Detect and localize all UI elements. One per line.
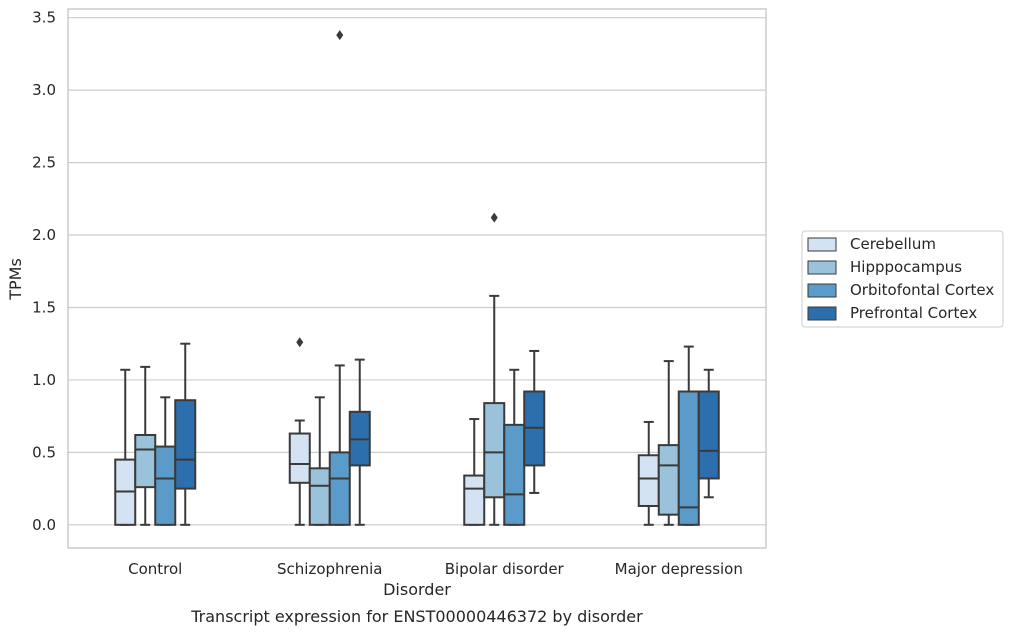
- box-orbitofontal-cortex: [503, 368, 526, 526]
- box-prefrontal-cortex: [174, 342, 197, 526]
- outlier-marker: [296, 337, 304, 348]
- box-iqr: [483, 402, 506, 499]
- y-axis-ticks: 0.0 0.5 1.0 1.5 2.0 2.5 3.0 3.5: [32, 9, 56, 534]
- x-tick-label: Schizophrenia: [277, 560, 382, 578]
- box-iqr: [463, 474, 486, 526]
- box-iqr: [677, 390, 700, 526]
- box-cerebellum: [114, 368, 137, 526]
- box-iqr: [328, 451, 351, 526]
- y-tick-label: 0.5: [32, 443, 56, 461]
- box-hipppocampus: [657, 360, 680, 526]
- legend-label: Cerebellum: [850, 235, 936, 253]
- box-hipppocampus: [134, 365, 157, 526]
- box-hipppocampus: [483, 212, 506, 526]
- x-tick-label: Major depression: [615, 560, 743, 578]
- box-cerebellum: [463, 418, 486, 526]
- legend-swatch: [807, 237, 837, 252]
- box-prefrontal-cortex: [697, 368, 720, 499]
- legend-swatch: [807, 260, 837, 275]
- y-tick-label: 2.5: [32, 154, 56, 172]
- box-iqr: [154, 445, 177, 526]
- outlier-marker: [490, 212, 498, 223]
- x-axis-ticks: Control Schizophrenia Bipolar disorder Majo…: [128, 560, 743, 578]
- box-iqr: [134, 433, 157, 489]
- chart-caption: Transcript expression for ENST0000044637…: [190, 607, 643, 626]
- y-tick-label: 1.0: [32, 371, 56, 389]
- box-iqr: [308, 467, 331, 526]
- y-tick-label: 3.5: [32, 9, 56, 27]
- x-axis-title: Disorder: [383, 580, 451, 599]
- box-plot-area: [114, 30, 720, 526]
- legend-swatch: [807, 306, 837, 321]
- x-tick-label: Bipolar disorder: [445, 560, 565, 578]
- y-tick-label: 1.5: [32, 298, 56, 316]
- box-iqr: [657, 444, 680, 516]
- y-axis-title: TPMs: [6, 258, 25, 301]
- box-iqr: [174, 399, 197, 490]
- box-prefrontal-cortex: [348, 358, 371, 526]
- legend-label: Prefrontal Cortex: [850, 304, 977, 322]
- outlier-marker: [336, 30, 344, 41]
- box-prefrontal-cortex: [523, 349, 546, 494]
- box-iqr: [503, 423, 526, 526]
- legend-label: Hipppocampus: [850, 258, 962, 276]
- legend: Cerebellum Hipppocampus Orbitofontal Corte…: [801, 230, 1004, 328]
- box-hipppocampus: [308, 396, 331, 526]
- box-cerebellum: [637, 420, 660, 526]
- x-tick-label: Control: [128, 560, 182, 578]
- box-iqr: [288, 432, 311, 484]
- box-iqr: [637, 454, 660, 507]
- plot-frame: [67, 8, 767, 549]
- box-cerebellum: [288, 337, 311, 526]
- box-iqr: [697, 390, 720, 480]
- box-orbitofontal-cortex: [677, 345, 700, 526]
- legend-swatch: [807, 283, 837, 298]
- legend-label: Orbitofontal Cortex: [850, 281, 994, 299]
- y-tick-label: 0.0: [32, 516, 56, 534]
- y-tick-label: 2.0: [32, 226, 56, 244]
- box-orbitofontal-cortex: [154, 396, 177, 526]
- legend-frame: [801, 230, 1004, 328]
- box-orbitofontal-cortex: [328, 30, 351, 526]
- y-tick-label: 3.0: [32, 81, 56, 99]
